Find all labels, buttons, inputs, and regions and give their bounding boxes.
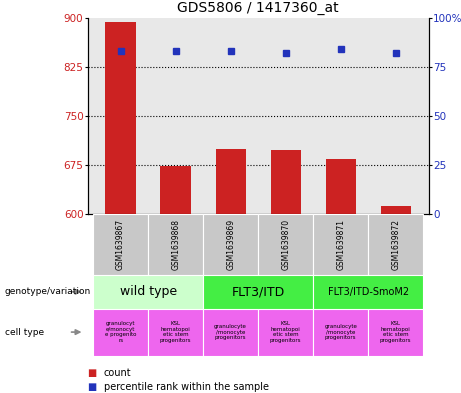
Bar <box>93 214 148 275</box>
Text: genotype/variation: genotype/variation <box>5 287 91 296</box>
Text: wild type: wild type <box>119 285 177 298</box>
Bar <box>148 309 203 356</box>
Bar <box>148 214 203 275</box>
Text: ■: ■ <box>88 382 97 392</box>
Bar <box>258 214 313 275</box>
Bar <box>271 150 301 393</box>
Bar <box>368 309 423 356</box>
Text: KSL
hematopoi
etic stem
progenitors: KSL hematopoi etic stem progenitors <box>160 321 191 343</box>
Text: FLT3/ITD-SmoM2: FLT3/ITD-SmoM2 <box>328 287 409 297</box>
Text: KSL
hematopoi
etic stem
progenitors: KSL hematopoi etic stem progenitors <box>270 321 301 343</box>
Bar <box>325 158 356 393</box>
Text: granulocyt
e/monocyt
e progenito
rs: granulocyt e/monocyt e progenito rs <box>105 321 136 343</box>
Bar <box>203 214 258 275</box>
Text: GSM1639867: GSM1639867 <box>116 219 125 270</box>
Bar <box>93 275 203 309</box>
Text: granulocyte
/monocyte
progenitors: granulocyte /monocyte progenitors <box>214 324 247 340</box>
Text: percentile rank within the sample: percentile rank within the sample <box>104 382 269 392</box>
Text: granulocyte
/monocyte
progenitors: granulocyte /monocyte progenitors <box>324 324 357 340</box>
Text: ■: ■ <box>88 368 97 378</box>
Bar <box>313 214 368 275</box>
Bar <box>368 214 423 275</box>
Text: GSM1639869: GSM1639869 <box>226 219 235 270</box>
Bar <box>203 309 258 356</box>
Bar <box>106 22 136 393</box>
Text: cell type: cell type <box>5 328 44 336</box>
Text: GSM1639871: GSM1639871 <box>336 219 345 270</box>
Bar <box>258 309 313 356</box>
Bar <box>216 149 246 393</box>
Bar <box>160 166 191 393</box>
Text: KSL
hematopoi
etic stem
progenitors: KSL hematopoi etic stem progenitors <box>380 321 412 343</box>
Bar <box>203 275 313 309</box>
Bar <box>313 309 368 356</box>
Text: FLT3/ITD: FLT3/ITD <box>231 285 285 298</box>
Bar <box>93 309 148 356</box>
Text: count: count <box>104 368 131 378</box>
Text: GSM1639868: GSM1639868 <box>171 219 180 270</box>
Text: GSM1639870: GSM1639870 <box>281 219 290 270</box>
Title: GDS5806 / 1417360_at: GDS5806 / 1417360_at <box>177 1 339 15</box>
Text: GSM1639872: GSM1639872 <box>391 219 400 270</box>
Bar <box>313 275 423 309</box>
Bar <box>381 206 411 393</box>
